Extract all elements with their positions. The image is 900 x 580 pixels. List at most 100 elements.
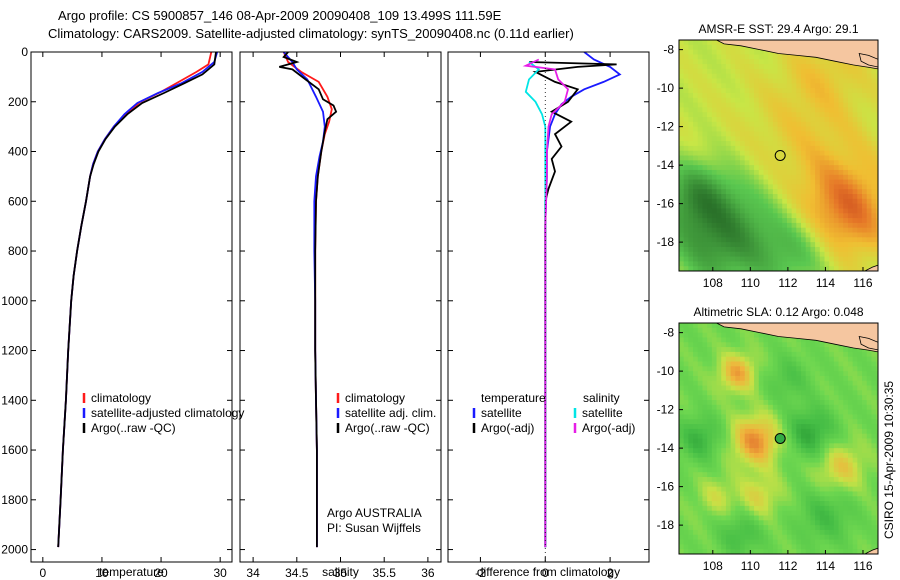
sst_map-cell [716,73,722,80]
sst_map-cell [805,184,812,190]
sst_map-cell [801,112,807,118]
sla_map-cell [679,501,685,507]
sst_map-cell [833,68,840,75]
sst_map-cell [768,184,774,190]
sla_map-cell [857,366,863,372]
sst_map-cell [852,150,858,157]
sla_map-cell [824,520,830,526]
sst_map-cell [683,261,689,267]
sst_map-cell [796,83,802,89]
sla_map-cell [796,347,802,353]
sla_map-cell [791,385,797,391]
sla_map-cell [801,477,807,483]
sla_map-cell [805,395,812,401]
sst_map-cell [730,246,736,253]
sst_map-cell [707,160,713,166]
sst_map-cell [829,136,835,142]
sla_map-cell [801,342,807,348]
sst_map-cell [843,208,849,214]
sla_map-cell [754,443,760,449]
sla_map-cell [782,491,788,497]
sst_map-cell [768,165,774,171]
sst_map-cell [725,92,732,99]
sla_map-cell [866,390,873,396]
sla_map-cell [735,424,741,430]
sla_map-cell [838,361,844,367]
sst_map-cell [801,92,807,99]
sla_map-cell [721,409,727,416]
sst_map-cell [697,179,704,185]
sst_map-cell [871,174,877,181]
difference-legend-temperature-header: temperature [481,391,546,405]
sla_map-cell [707,390,713,396]
sst_map-cell [725,203,732,210]
sla_map-cell [683,477,689,483]
sst_map-cell [693,261,699,267]
sst_map-cell [843,198,849,205]
sla_map-cell [688,400,694,406]
sst_map-cell [843,117,849,123]
sla_map-cell [754,419,760,425]
sst_map-cell [862,242,868,248]
sst_map-cell [829,107,835,113]
sst_map-cell [815,208,821,214]
sst_map-cell [786,184,793,190]
sla_map-cell [843,395,849,401]
sla_map-cell [740,505,746,512]
sla_map-cell [707,529,713,536]
sla_map-cell [749,332,755,339]
sla_map-cell [838,433,844,440]
sla_map-cell [815,544,821,550]
sla_map-cell [805,438,812,444]
sst_map-cell [833,112,840,118]
sst_map-cell [721,78,727,84]
sla_map-cell [857,544,863,550]
sst_map-cell [791,261,797,267]
sla_map-cell [843,409,849,416]
sst_map-cell [801,194,807,200]
sla_map-cell [829,443,835,449]
sla_map-cell [707,428,713,435]
sst_map-cell [768,160,774,166]
sla_map-cell [777,539,783,545]
sst_map-cell [707,49,713,56]
sla_map-cell [730,529,736,536]
sla_map-cell [725,428,732,435]
sla_map-cell [838,409,844,416]
sla_map-cell [702,409,708,416]
argo-pi-annotation: PI: Susan Wijffels [327,521,421,535]
sla_map-cell [683,534,689,541]
sla_map-cell [749,337,755,343]
sst_map-cell [749,169,755,176]
sla_map-cell [683,515,689,521]
sla_map-cell [711,404,718,411]
sla_map-cell [829,342,835,348]
sla_map-cell [697,549,704,554]
sst_map-cell [768,208,774,214]
sla_map-cell [716,385,722,391]
sst_map-cell [829,59,835,65]
sst_map-cell [697,150,704,157]
sla_map-cell [758,544,765,550]
sla_map-cell [735,452,741,459]
sla_map-cell [693,525,699,531]
sst_map-cell [871,251,877,258]
sla_map-cell [679,332,685,339]
sst_map-cell [810,145,816,152]
sst_map-cell [782,73,788,80]
sst_map-cell [749,218,755,224]
sla_map-cell [688,525,694,531]
sst_map-cell [843,126,849,133]
sla_map-cell [862,356,868,363]
sla_map-xtick-label: 114 [816,559,835,573]
sla_map-cell [716,356,722,363]
sla_map-cell [777,409,783,416]
sla_map-cell [725,385,732,391]
sla_map-cell [716,515,722,521]
sla_map-cell [697,448,704,454]
sla_map-cell [707,347,713,353]
sst_map-cell [819,117,826,123]
sla_map-cell [838,501,844,507]
sla_map-cell [688,433,694,440]
sst_map-cell [693,222,699,229]
